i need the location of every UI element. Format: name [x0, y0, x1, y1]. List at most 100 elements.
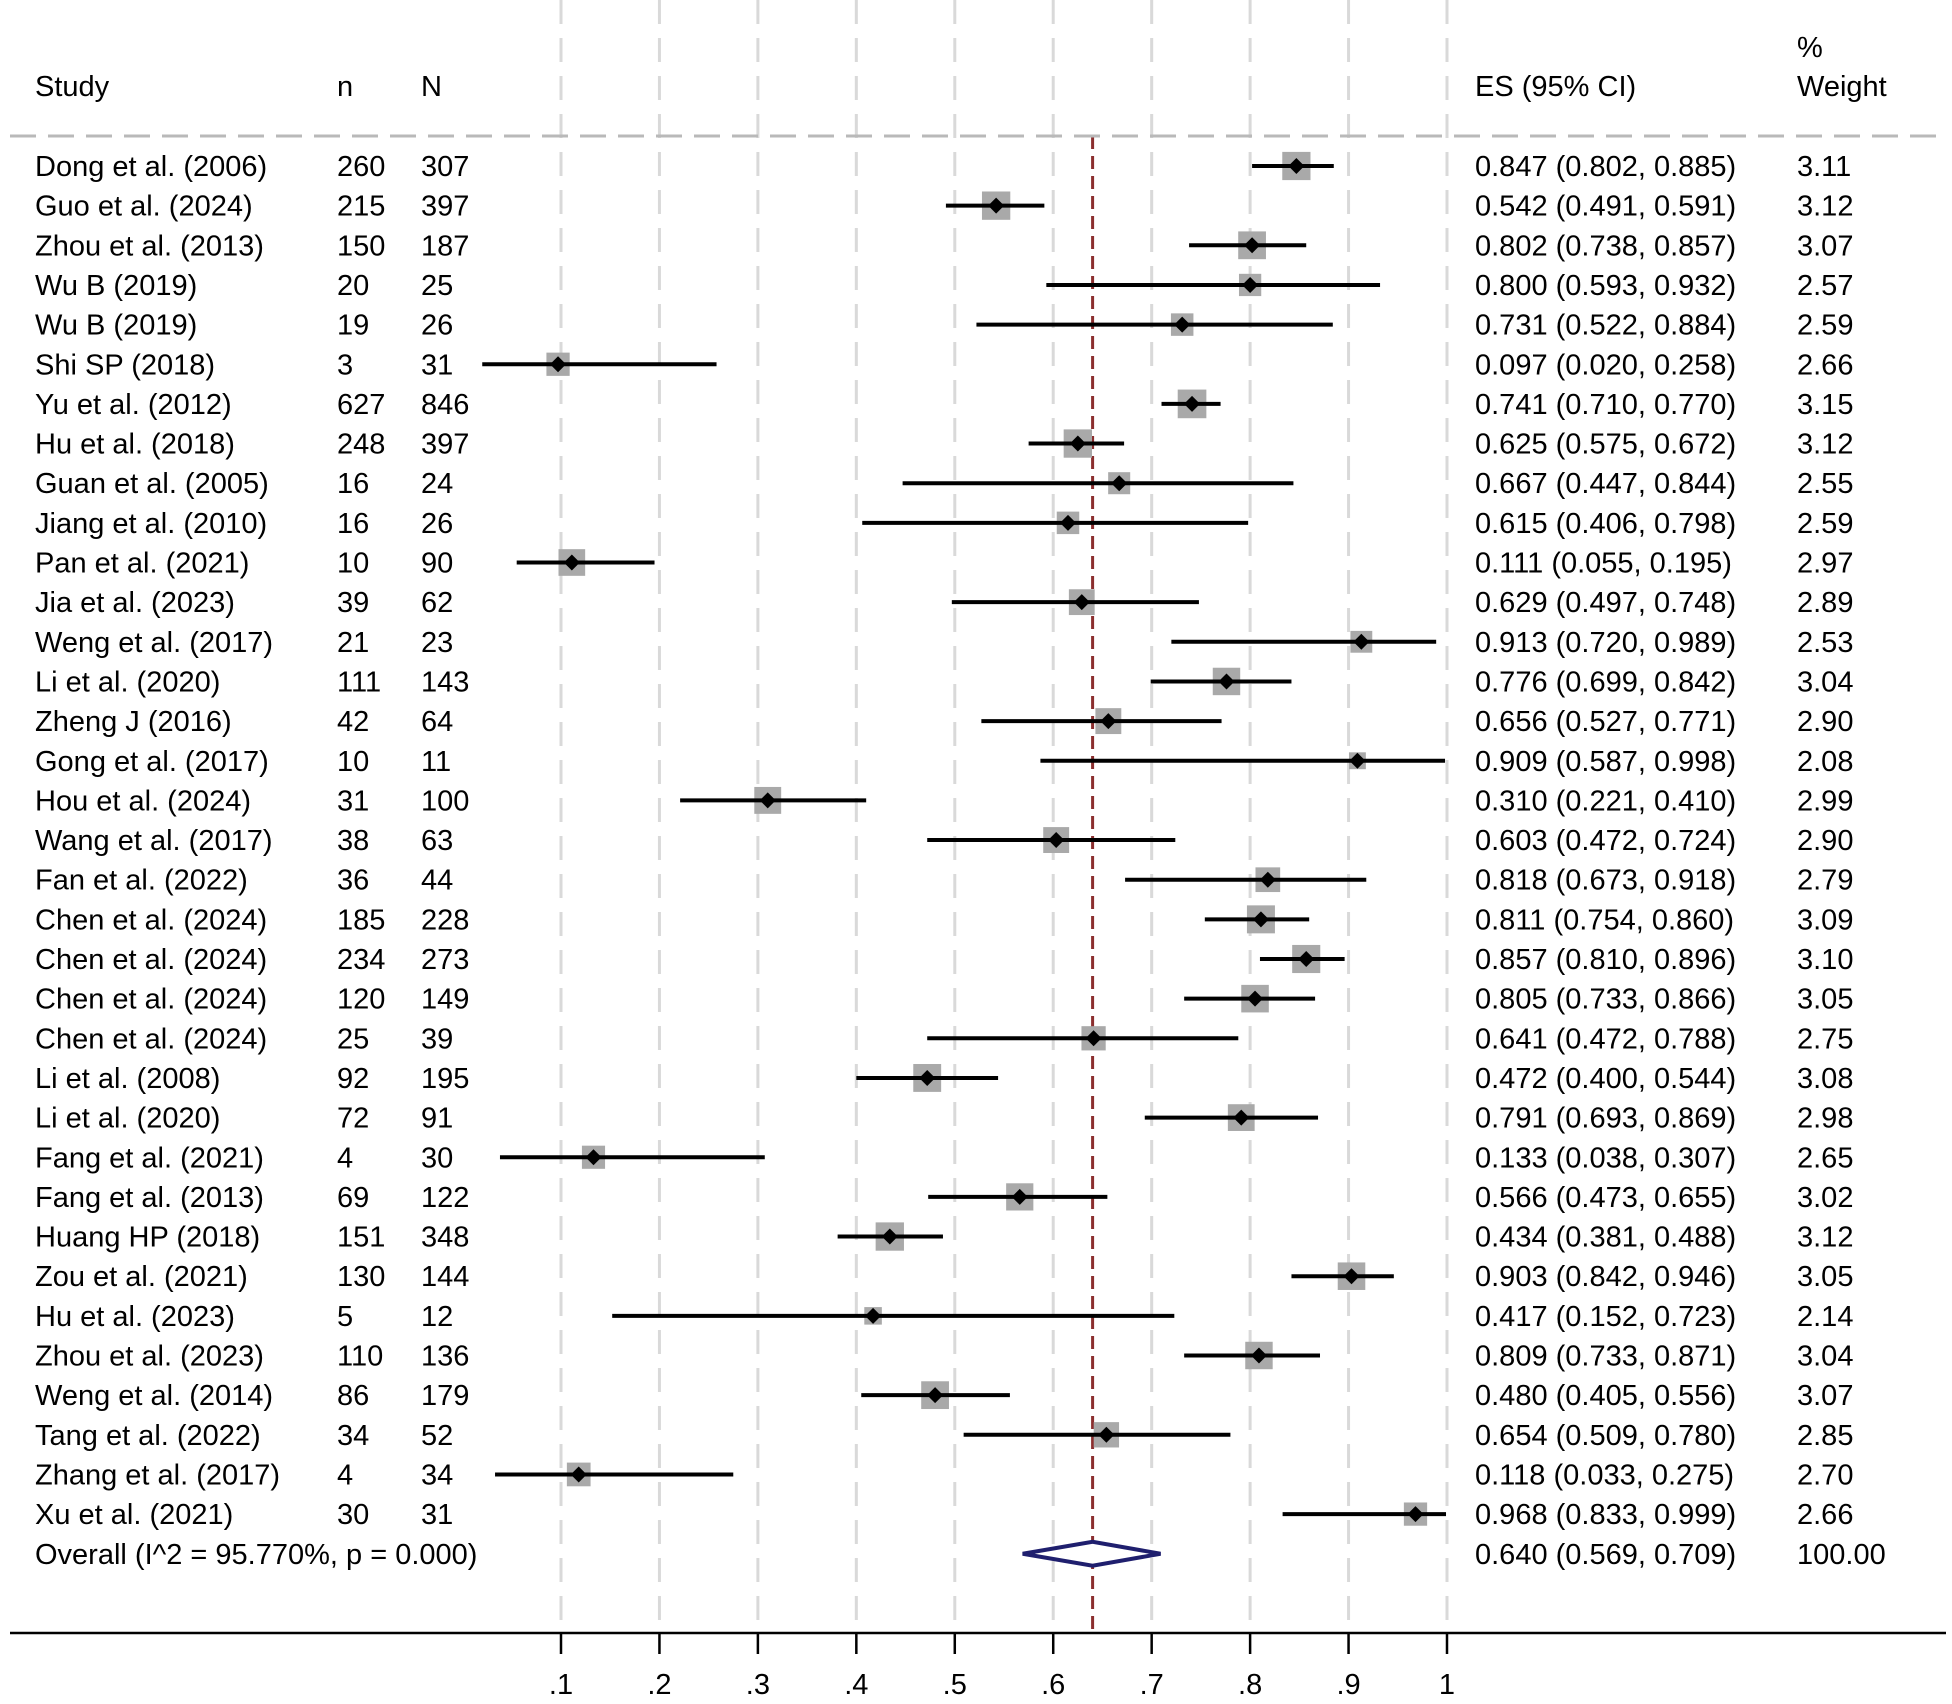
study-row: Dong et al. (2006) 260 307 0.847 (0.802, 0.…	[35, 151, 1851, 183]
overall-label: Overall (I^2 = 95.770%, p = 0.000)	[35, 1539, 477, 1571]
study-N: 136	[421, 1341, 469, 1373]
study-weight: 2.66	[1797, 1499, 1853, 1531]
study-point-marker	[1407, 1506, 1424, 1523]
study-row: Chen et al. (2024) 120 149 0.805 (0.733, 0.…	[35, 984, 1853, 1016]
study-weight: 3.04	[1797, 1341, 1853, 1373]
study-label: Fang et al. (2021)	[35, 1142, 264, 1174]
study-n: 248	[337, 429, 385, 461]
study-point-marker	[550, 356, 567, 373]
study-label: Chen et al. (2024)	[35, 984, 267, 1016]
study-n: 3	[337, 349, 353, 381]
study-label: Dong et al. (2006)	[35, 151, 267, 183]
study-N: 34	[421, 1459, 453, 1491]
study-n: 10	[337, 746, 369, 778]
study-label: Hu et al. (2018)	[35, 429, 235, 461]
header-weight: Weight	[1797, 71, 1887, 103]
study-row: Jiang et al. (2010) 16 26 0.615 (0.406, 0.7…	[35, 508, 1853, 540]
study-label: Zhang et al. (2017)	[35, 1459, 280, 1491]
study-N: 179	[421, 1380, 469, 1412]
study-row: Zhang et al. (2017) 4 34 0.118 (0.033, 0.27…	[35, 1459, 1853, 1491]
study-row: Pan et al. (2021) 10 90 0.111 (0.055, 0.195…	[35, 548, 1853, 580]
study-label: Hu et al. (2023)	[35, 1301, 235, 1333]
study-es-text: 0.472 (0.400, 0.544)	[1475, 1063, 1736, 1095]
study-weight: 3.05	[1797, 984, 1853, 1016]
study-label: Xu et al. (2021)	[35, 1499, 233, 1531]
study-weight: 2.53	[1797, 627, 1853, 659]
overall-weight: 100.00	[1797, 1539, 1886, 1571]
study-es-text: 0.641 (0.472, 0.788)	[1475, 1023, 1736, 1055]
study-row: Hu et al. (2018) 248 397 0.625 (0.575, 0.67…	[35, 429, 1853, 461]
study-label: Jia et al. (2023)	[35, 587, 235, 619]
study-point-marker	[1174, 316, 1191, 333]
x-tick-label-2: .3	[746, 1669, 770, 1701]
study-n: 86	[337, 1380, 369, 1412]
study-N: 30	[421, 1142, 453, 1174]
study-N: 122	[421, 1182, 469, 1214]
study-weight: 2.65	[1797, 1142, 1853, 1174]
study-weight: 2.90	[1797, 825, 1853, 857]
study-es-text: 0.133 (0.038, 0.307)	[1475, 1142, 1736, 1174]
study-label: Weng et al. (2014)	[35, 1380, 273, 1412]
study-weight: 3.08	[1797, 1063, 1853, 1095]
study-es-text: 0.741 (0.710, 0.770)	[1475, 389, 1736, 421]
study-es-text: 0.903 (0.842, 0.946)	[1475, 1261, 1736, 1293]
study-label: Shi SP (2018)	[35, 349, 215, 381]
study-es-text: 0.731 (0.522, 0.884)	[1475, 310, 1736, 342]
study-row: Weng et al. (2017) 21 23 0.913 (0.720, 0.98…	[35, 627, 1853, 659]
study-row: Fang et al. (2021) 4 30 0.133 (0.038, 0.307…	[35, 1142, 1853, 1174]
study-weight: 2.99	[1797, 785, 1853, 817]
study-N: 91	[421, 1103, 453, 1135]
study-weight: 2.75	[1797, 1023, 1853, 1055]
study-row: Wang et al. (2017) 38 63 0.603 (0.472, 0.72…	[35, 825, 1853, 857]
study-es-text: 0.625 (0.575, 0.672)	[1475, 429, 1736, 461]
study-N: 62	[421, 587, 453, 619]
study-n: 25	[337, 1023, 369, 1055]
study-es-text: 0.913 (0.720, 0.989)	[1475, 627, 1736, 659]
study-n: 72	[337, 1103, 369, 1135]
study-es-text: 0.118 (0.033, 0.275)	[1475, 1459, 1734, 1491]
study-weight: 3.12	[1797, 429, 1853, 461]
study-weight: 2.59	[1797, 508, 1853, 540]
study-n: 16	[337, 468, 369, 500]
study-n: 4	[337, 1459, 353, 1491]
study-point-marker	[927, 1387, 944, 1404]
study-es-text: 0.805 (0.733, 0.866)	[1475, 984, 1736, 1016]
study-point-marker	[865, 1307, 882, 1324]
study-n: 111	[337, 666, 381, 698]
study-N: 144	[421, 1261, 469, 1293]
study-label: Weng et al. (2017)	[35, 627, 273, 659]
study-weight: 3.04	[1797, 666, 1853, 698]
study-N: 187	[421, 230, 469, 262]
study-row: Xu et al. (2021) 30 31 0.968 (0.833, 0.999)…	[35, 1499, 1853, 1531]
study-point-marker	[759, 792, 776, 809]
study-N: 31	[421, 1499, 453, 1531]
study-point-marker	[1247, 990, 1264, 1007]
study-n: 31	[337, 785, 369, 817]
study-point-marker	[1259, 871, 1276, 888]
study-n: 19	[337, 310, 369, 342]
study-row: Huang HP (2018) 151 348 0.434 (0.381, 0.488…	[35, 1222, 1853, 1254]
study-weight: 3.12	[1797, 1222, 1853, 1254]
study-es-text: 0.656 (0.527, 0.771)	[1475, 706, 1736, 738]
study-N: 846	[421, 389, 469, 421]
study-es-text: 0.654 (0.509, 0.780)	[1475, 1420, 1736, 1452]
study-row: Zhou et al. (2013) 150 187 0.802 (0.738, 0.…	[35, 230, 1853, 262]
study-n: 30	[337, 1499, 369, 1531]
study-es-text: 0.603 (0.472, 0.724)	[1475, 825, 1736, 857]
study-weight: 2.59	[1797, 310, 1853, 342]
overall-diamond	[1022, 1539, 1161, 1568]
study-es-text: 0.417 (0.152, 0.723)	[1475, 1301, 1736, 1333]
study-rows: Dong et al. (2006) 260 307 0.847 (0.802, 0.…	[35, 151, 1886, 1571]
study-N: 273	[421, 944, 469, 976]
study-n: 130	[337, 1261, 385, 1293]
study-weight: 2.66	[1797, 349, 1853, 381]
study-N: 12	[421, 1301, 453, 1333]
study-n: 10	[337, 548, 369, 580]
study-es-text: 0.802 (0.738, 0.857)	[1475, 230, 1736, 262]
study-N: 348	[421, 1222, 469, 1254]
study-weight: 2.79	[1797, 865, 1853, 897]
study-label: Li et al. (2008)	[35, 1063, 220, 1095]
x-tick-label-1: .2	[647, 1669, 671, 1701]
study-label: Wang et al. (2017)	[35, 825, 273, 857]
